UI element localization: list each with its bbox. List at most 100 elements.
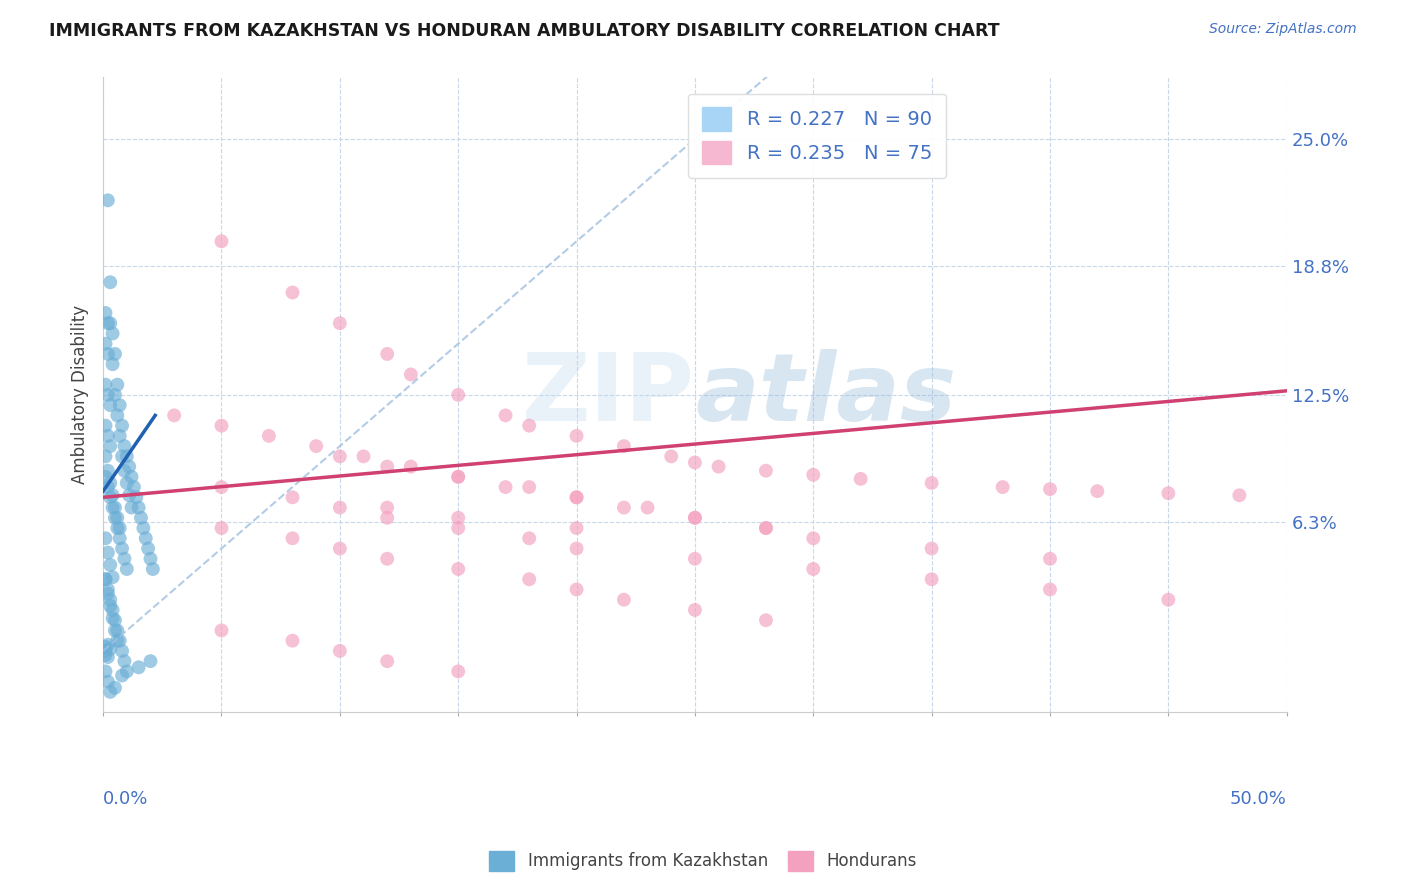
Point (94, 665, 117, 679)
Point (211, 418, 233, 433)
Point (104, 624, 127, 638)
Point (495, 409, 517, 423)
Point (755, 613, 778, 627)
Point (1039, 482, 1062, 496)
Point (447, 562, 470, 576)
Point (613, 592, 636, 607)
Point (114, 654, 136, 668)
Point (108, 521, 131, 535)
Point (447, 388, 470, 402)
Point (101, 500, 124, 515)
Point (305, 439, 328, 453)
Point (683, 510, 706, 524)
Point (683, 510, 706, 524)
Point (921, 572, 943, 586)
Point (98, 685, 121, 699)
Point (97, 582, 120, 597)
Point (1039, 551, 1062, 566)
Point (375, 654, 398, 668)
Point (115, 450, 138, 464)
Point (115, 665, 138, 679)
Point (97, 429, 120, 443)
Point (329, 500, 352, 515)
Point (517, 418, 540, 433)
Point (281, 633, 304, 648)
Point (375, 347, 398, 361)
Y-axis label: Ambulatory Disability: Ambulatory Disability (72, 305, 89, 484)
Point (565, 582, 588, 597)
Point (1157, 486, 1180, 500)
Point (114, 464, 136, 478)
Point (447, 521, 470, 535)
Point (565, 521, 588, 535)
Point (98, 398, 121, 412)
Point (94, 531, 117, 545)
Legend: Immigrants from Kazakhstan, Hondurans: Immigrants from Kazakhstan, Hondurans (481, 842, 925, 880)
Point (565, 491, 588, 505)
Point (565, 429, 588, 443)
Point (97, 388, 120, 402)
Text: Source: ZipAtlas.com: Source: ZipAtlas.com (1209, 22, 1357, 37)
Point (447, 470, 470, 484)
Point (447, 665, 470, 679)
Point (94, 640, 117, 654)
Point (1157, 592, 1180, 607)
Point (98, 558, 121, 572)
Point (128, 660, 150, 674)
Text: 50.0%: 50.0% (1230, 790, 1286, 808)
Point (128, 500, 150, 515)
Point (118, 459, 141, 474)
Point (329, 450, 352, 464)
Point (801, 531, 824, 545)
Point (683, 603, 706, 617)
Point (281, 285, 304, 300)
Point (114, 551, 136, 566)
Point (447, 510, 470, 524)
Point (105, 409, 128, 423)
Point (121, 500, 143, 515)
Point (105, 624, 128, 638)
Point (755, 521, 778, 535)
Point (115, 562, 138, 576)
Point (97, 638, 120, 652)
Point (114, 439, 136, 453)
Point (375, 459, 398, 474)
Point (211, 624, 233, 638)
Point (97, 480, 120, 494)
Point (849, 472, 872, 486)
Point (101, 488, 124, 502)
Point (132, 521, 155, 535)
Point (329, 316, 352, 330)
Point (94, 336, 117, 351)
Point (94, 644, 117, 658)
Point (97, 650, 120, 665)
Point (118, 488, 141, 502)
Point (98, 475, 121, 490)
Point (94, 648, 117, 662)
Point (98, 641, 121, 656)
Point (211, 480, 233, 494)
Point (111, 450, 134, 464)
Point (801, 562, 824, 576)
Point (801, 467, 824, 482)
Point (1227, 488, 1250, 502)
Point (104, 613, 127, 627)
Point (447, 470, 470, 484)
Point (98, 316, 121, 330)
Point (104, 681, 127, 695)
Point (136, 541, 159, 556)
Point (659, 450, 682, 464)
Point (565, 541, 588, 556)
Point (142, 562, 165, 576)
Point (97, 347, 120, 361)
Point (495, 480, 517, 494)
Point (105, 377, 128, 392)
Point (94, 572, 117, 586)
Point (707, 459, 730, 474)
Point (101, 326, 124, 341)
Point (97, 316, 120, 330)
Point (108, 531, 131, 545)
Point (104, 347, 127, 361)
Point (375, 551, 398, 566)
Point (97, 546, 120, 560)
